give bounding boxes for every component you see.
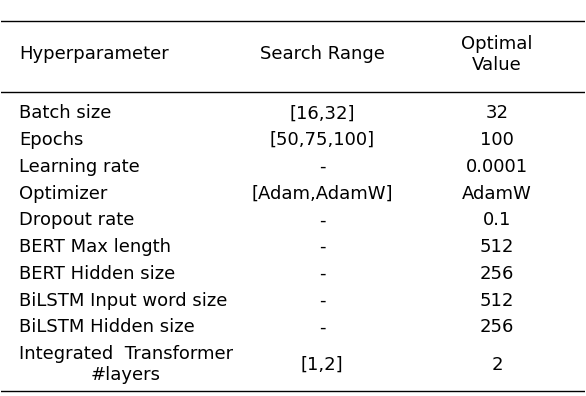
Text: -: - bbox=[319, 265, 325, 283]
Text: BiLSTM Hidden size: BiLSTM Hidden size bbox=[19, 318, 195, 336]
Text: AdamW: AdamW bbox=[462, 185, 532, 203]
Text: Optimizer: Optimizer bbox=[19, 185, 107, 203]
Text: -: - bbox=[319, 211, 325, 229]
Text: Optimal
Value: Optimal Value bbox=[461, 35, 533, 74]
Text: BERT Hidden size: BERT Hidden size bbox=[19, 265, 175, 283]
Text: 512: 512 bbox=[480, 238, 515, 256]
Text: 0.0001: 0.0001 bbox=[466, 158, 528, 176]
Text: 256: 256 bbox=[480, 318, 515, 336]
Text: Hyperparameter: Hyperparameter bbox=[19, 46, 169, 63]
Text: 0.1: 0.1 bbox=[483, 211, 512, 229]
Text: [1,2]: [1,2] bbox=[301, 356, 343, 374]
Text: 32: 32 bbox=[486, 105, 509, 122]
Text: Search Range: Search Range bbox=[260, 46, 384, 63]
Text: Batch size: Batch size bbox=[19, 105, 111, 122]
Text: [Adam,AdamW]: [Adam,AdamW] bbox=[251, 185, 393, 203]
Text: -: - bbox=[319, 291, 325, 310]
Text: BiLSTM Input word size: BiLSTM Input word size bbox=[19, 291, 227, 310]
Text: 2: 2 bbox=[492, 356, 503, 374]
Text: 512: 512 bbox=[480, 291, 515, 310]
Text: BERT Max length: BERT Max length bbox=[19, 238, 171, 256]
Text: Dropout rate: Dropout rate bbox=[19, 211, 134, 229]
Text: 256: 256 bbox=[480, 265, 515, 283]
Text: -: - bbox=[319, 238, 325, 256]
Text: 100: 100 bbox=[480, 131, 514, 149]
Text: -: - bbox=[319, 158, 325, 176]
Text: Learning rate: Learning rate bbox=[19, 158, 139, 176]
Text: Integrated  Transformer
#layers: Integrated Transformer #layers bbox=[19, 345, 233, 384]
Text: -: - bbox=[319, 318, 325, 336]
Text: [50,75,100]: [50,75,100] bbox=[270, 131, 374, 149]
Text: Epochs: Epochs bbox=[19, 131, 83, 149]
Text: [16,32]: [16,32] bbox=[289, 105, 355, 122]
